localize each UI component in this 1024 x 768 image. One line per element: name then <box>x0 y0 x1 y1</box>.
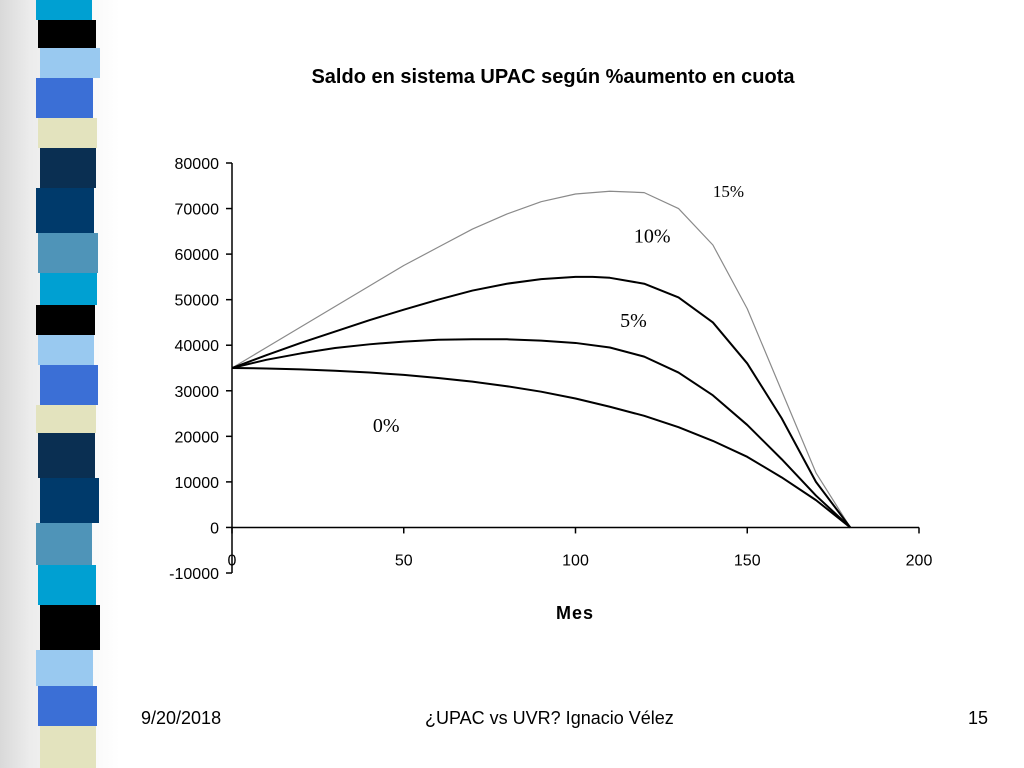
stripe-block <box>36 305 95 335</box>
y-tick-label: 0 <box>210 520 219 537</box>
stripe-block <box>40 273 97 305</box>
series-line-4 <box>231 367 851 529</box>
decorative-stripe-bar <box>36 0 100 768</box>
series-label: 15% <box>713 182 744 201</box>
stripe-block <box>36 405 96 433</box>
x-axis-title: Mes <box>556 603 594 623</box>
y-tick-label: 10000 <box>175 475 220 492</box>
stripe-block <box>38 20 96 48</box>
footer-date: 9/20/2018 <box>141 708 222 728</box>
stripe-block <box>38 433 95 478</box>
chart-title: Saldo en sistema UPAC según %aumento en … <box>311 66 795 88</box>
series-line-3 <box>231 338 851 529</box>
stripe-block <box>40 726 96 768</box>
stripe-block <box>40 478 99 523</box>
y-tick-label: 70000 <box>175 202 220 219</box>
stripe-block <box>40 48 100 78</box>
chart-axes: 8000070000600005000040000300002000010000… <box>169 156 932 583</box>
stripe-block <box>38 335 94 365</box>
series-label: 0% <box>373 415 400 437</box>
slide-number: 15 <box>968 708 989 728</box>
stripe-block <box>36 78 93 118</box>
chart-series <box>231 190 852 529</box>
stripe-block <box>38 118 97 148</box>
y-tick-label: 20000 <box>175 429 220 446</box>
stripe-block <box>36 188 94 233</box>
series-line-2 <box>231 275 852 529</box>
stripe-block <box>36 523 92 565</box>
series-label: 5% <box>620 310 647 332</box>
y-tick-label: 50000 <box>175 293 220 310</box>
x-tick-label: 200 <box>906 552 933 569</box>
stripe-block <box>38 233 98 273</box>
x-tick-label: 100 <box>562 552 589 569</box>
stripe-block <box>40 605 100 650</box>
line-chart: Saldo en sistema UPAC según %aumento en … <box>169 66 932 623</box>
series-label: 10% <box>634 226 671 248</box>
stripe-block <box>38 686 97 726</box>
stripe-block <box>40 365 98 405</box>
footer-title: ¿UPAC vs UVR? Ignacio Vélez <box>425 708 674 728</box>
series-line-1 <box>231 190 851 528</box>
x-tick-label: 150 <box>734 552 761 569</box>
y-tick-label: -10000 <box>169 566 219 583</box>
stripe-block <box>36 0 92 20</box>
stripe-block <box>40 148 96 188</box>
stripe-block <box>38 565 96 605</box>
y-tick-label: 40000 <box>175 338 220 355</box>
series-labels: 15% 10% 5% 0% <box>373 182 744 437</box>
x-tick-label: 0 <box>228 552 237 569</box>
y-tick-label: 80000 <box>175 156 220 173</box>
x-tick-label: 50 <box>395 552 413 569</box>
y-tick-label: 30000 <box>175 384 220 401</box>
y-tick-label: 60000 <box>175 247 220 264</box>
stripe-block <box>36 650 93 686</box>
